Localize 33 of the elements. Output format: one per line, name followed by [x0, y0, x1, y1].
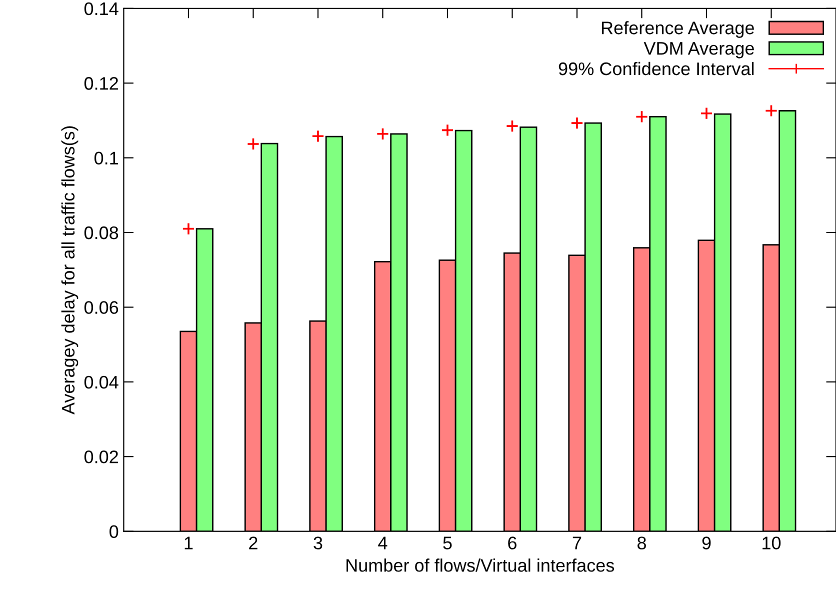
- point: [246, 138, 260, 150]
- point: [506, 120, 519, 133]
- x-tick-label: 2: [249, 536, 258, 550]
- x-tick-label: 4: [378, 536, 388, 550]
- point: [182, 222, 195, 236]
- x-tick-label: 5: [443, 536, 452, 550]
- point: [441, 124, 454, 137]
- y-tick-label: 0.06: [84, 301, 118, 314]
- x-axis-title: Number of flows/Virtual interfaces: [346, 558, 614, 572]
- point: [764, 104, 778, 118]
- point: [570, 116, 584, 130]
- x-tick-label: 7: [572, 536, 582, 550]
- x-tick-label: 1: [184, 536, 193, 550]
- y-tick-label: 0.12: [84, 77, 118, 90]
- x-tick-label: 6: [508, 536, 516, 550]
- legend-label: Reference Average: [602, 21, 754, 38]
- y-tick-label: 0.1: [94, 152, 118, 165]
- legend-label: 99% Confidence Interval: [558, 62, 754, 76]
- y-axis-title: Averagey delay for all traffic flows(s): [61, 126, 78, 414]
- point: [376, 127, 390, 140]
- x-tick-label: 9: [702, 536, 711, 550]
- y-tick-label: 0.14: [84, 2, 118, 16]
- legend-label: VDM Average: [644, 42, 754, 58]
- x-tick-label: 3: [314, 536, 322, 550]
- point: [312, 130, 324, 143]
- x-tick-label: 10: [762, 536, 781, 550]
- y-tick-label: 0: [110, 525, 118, 538]
- y-tick-label: 0.02: [84, 450, 118, 464]
- y-tick-label: 0.08: [84, 226, 118, 240]
- point: [700, 106, 713, 120]
- y-tick-label: 0.04: [84, 376, 118, 389]
- x-tick-label: 8: [638, 536, 646, 550]
- point: [635, 110, 648, 124]
